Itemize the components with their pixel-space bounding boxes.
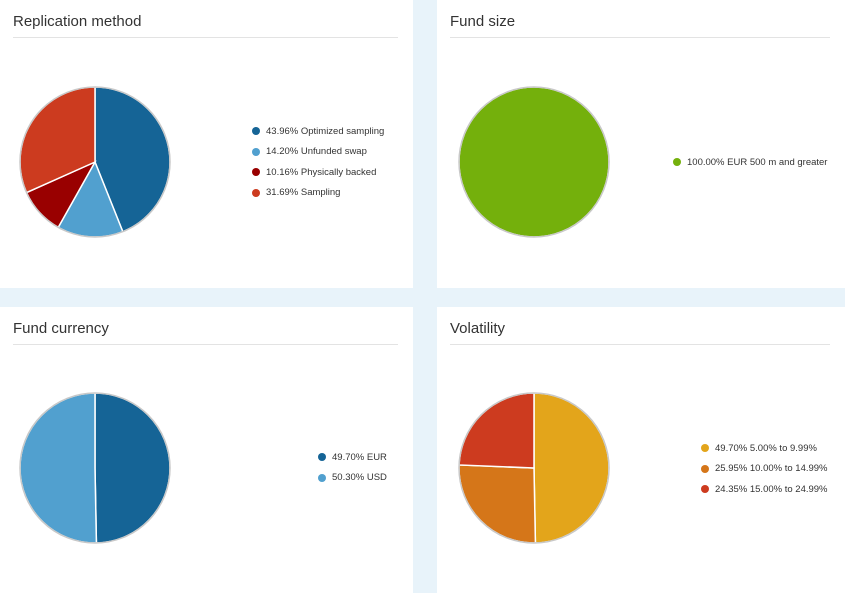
fund-currency-pie <box>19 392 171 544</box>
legend-label: 100.00% EUR 500 m and greater <box>687 156 828 168</box>
legend-item[interactable]: 50.30% USD <box>318 468 387 489</box>
title-divider <box>13 37 398 38</box>
pie-slice[interactable] <box>458 464 537 544</box>
legend-label: 31.69% Sampling <box>266 187 341 199</box>
title-divider <box>450 37 830 38</box>
replication-method-legend: 43.96% Optimized sampling 14.20% Unfunded… <box>252 121 384 203</box>
pie-outline <box>458 392 610 544</box>
legend-label: 50.30% USD <box>332 472 387 484</box>
legend-item[interactable]: 49.70% EUR <box>318 447 387 468</box>
fund-currency-legend: 49.70% EUR 50.30% USD <box>318 447 387 488</box>
legend-item[interactable]: 49.70% 5.00% to 9.99% <box>701 438 828 459</box>
pie-slice[interactable] <box>458 392 535 469</box>
volatility-pie <box>458 392 610 544</box>
legend-item[interactable]: 24.35% 15.00% to 24.99% <box>701 479 828 500</box>
pie-slice[interactable] <box>94 392 171 544</box>
legend-label: 24.35% 15.00% to 24.99% <box>715 483 828 495</box>
legend-marker-icon <box>252 168 260 177</box>
replication-method-pie <box>19 86 171 238</box>
pie-slice[interactable] <box>458 86 610 238</box>
fund-size-legend: 100.00% EUR 500 m and greater <box>673 152 827 173</box>
legend-marker-icon <box>673 158 681 167</box>
legend-marker-icon <box>252 147 260 156</box>
legend-marker-icon <box>318 473 326 482</box>
panel-title: Fund size <box>450 13 516 30</box>
fund-size-pie <box>458 86 610 238</box>
pie-slice[interactable] <box>533 392 610 544</box>
legend-marker-icon <box>701 485 709 494</box>
panel-title: Replication method <box>13 13 142 30</box>
volatility-panel: Volatility 49.70% 5.00% to 9.99% 25.95% 1… <box>437 307 845 593</box>
legend-label: 43.96% Optimized sampling <box>266 125 385 137</box>
pie-slice[interactable] <box>19 392 98 544</box>
fund-size-panel: Fund size 100.00% EUR 500 m and greater <box>437 0 845 288</box>
fund-currency-panel: Fund currency 49.70% EUR 50.30% USD <box>0 307 413 593</box>
title-divider <box>450 344 830 345</box>
legend-item[interactable]: 10.16% Physically backed <box>252 162 384 183</box>
pie-outline <box>19 392 171 544</box>
panel-title: Fund currency <box>13 320 109 337</box>
legend-label: 25.95% 10.00% to 14.99% <box>715 463 828 475</box>
replication-method-panel: Replication method 43.96% Optimized samp… <box>0 0 413 288</box>
legend-item[interactable]: 14.20% Unfunded swap <box>252 142 384 163</box>
legend-item[interactable]: 43.96% Optimized sampling <box>252 121 384 142</box>
legend-item[interactable]: 25.95% 10.00% to 14.99% <box>701 459 828 480</box>
legend-marker-icon <box>701 464 709 473</box>
legend-marker-icon <box>318 453 326 462</box>
legend-item[interactable]: 100.00% EUR 500 m and greater <box>673 152 827 173</box>
legend-item[interactable]: 31.69% Sampling <box>252 183 384 204</box>
legend-marker-icon <box>252 188 260 197</box>
legend-marker-icon <box>701 444 709 453</box>
legend-label: 14.20% Unfunded swap <box>266 146 367 158</box>
legend-label: 49.70% EUR <box>332 451 387 463</box>
legend-label: 49.70% 5.00% to 9.99% <box>715 442 817 454</box>
pie-outline <box>19 86 171 238</box>
title-divider <box>13 344 398 345</box>
pie-outline <box>458 86 610 238</box>
volatility-legend: 49.70% 5.00% to 9.99% 25.95% 10.00% to 14… <box>701 438 828 500</box>
panel-title: Volatility <box>450 320 506 337</box>
legend-label: 10.16% Physically backed <box>266 166 377 178</box>
legend-marker-icon <box>252 127 260 136</box>
